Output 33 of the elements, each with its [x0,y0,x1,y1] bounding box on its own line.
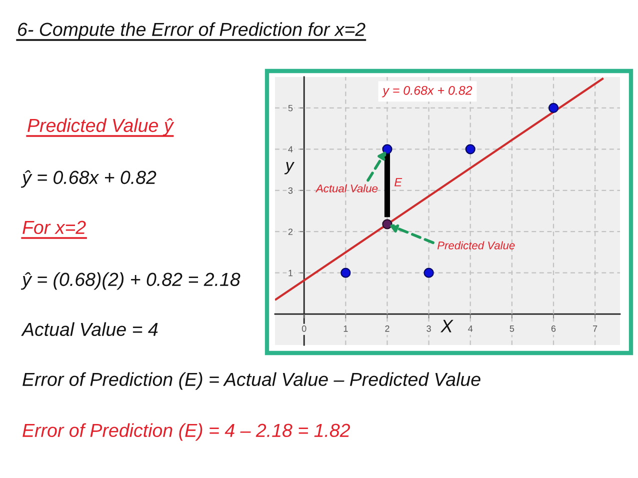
x-tick-label: 5 [510,326,514,332]
y-tick-label: 4 [288,146,293,152]
text: ŷ = 0.68x + 0.82 [20,170,156,188]
text: For x=2 [22,220,86,234]
point [548,102,559,113]
y-tick-label: 1 [288,270,293,276]
chart-title: 6- Compute the Error of Prediction for x=2 [18,22,366,40]
x-tick-label: 7 [593,326,598,332]
point [340,268,351,278]
point [382,144,392,154]
x-tick-label: 4 [468,326,473,332]
y-tick-label: 2 [288,228,293,235]
point [465,144,476,154]
text: ŷ = (0.68)(2) + 0.82 = 2.18 [20,272,240,290]
annotation: E [394,178,402,186]
annotation: Predicted Value [437,241,515,250]
y-axis-title: y [284,162,294,174]
text: Actual Value = 4 [21,322,158,336]
y-tick-label: 5 [288,104,293,112]
x-axis-title: X [440,320,454,332]
point [382,219,392,230]
x-tick-label: 3 [426,325,431,332]
x-tick-label: 6 [551,325,556,332]
y-tick-label: 3 [288,187,293,194]
point [424,268,434,278]
text: Error of Prediction (E) = Actual Value – Predicted Value [22,372,480,390]
annotation: y = 0.68x + 0.82 [382,86,472,98]
x-tick-label: 1 [344,326,348,332]
annotation: Actual Value [315,184,378,192]
text: Error of Prediction (E) = 4 – 2.18 = 1.82 [22,423,350,441]
x-tick-label: 0 [302,325,306,332]
x-tick-label: 2 [385,325,390,332]
text: Predicted Value ŷ [28,118,174,136]
